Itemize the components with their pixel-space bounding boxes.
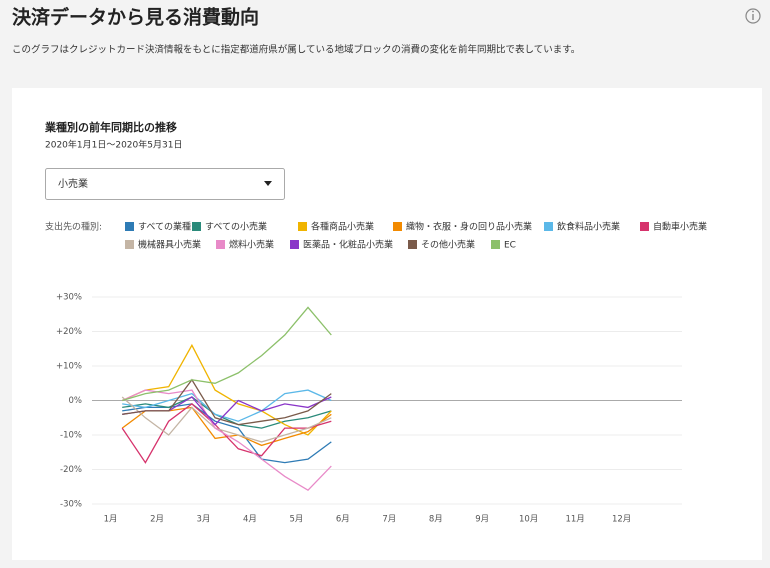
legend-label: 飲食料品小売業 [557, 221, 620, 233]
series-line [122, 389, 332, 422]
legend-swatch [298, 222, 307, 231]
legend-label: 機械器具小売業 [138, 239, 201, 251]
y-tick-label: +20% [56, 327, 82, 337]
legend-swatch [290, 240, 299, 249]
legend-swatch [408, 240, 417, 249]
dropdown-value: 小売業 [58, 177, 88, 190]
legend-label: 織物・衣服・身の回り品小売業 [406, 221, 532, 233]
legend-swatch [125, 222, 134, 231]
y-tick-label: +10% [56, 362, 82, 372]
legend-swatch [491, 240, 500, 249]
series-line [122, 306, 332, 402]
legend-label: 支出先の種別: [45, 221, 102, 233]
series-line [121, 343, 332, 436]
dropdown[interactable]: 小売業 [45, 168, 285, 200]
x-tick-label: 2月 [150, 515, 164, 525]
x-tick-label: 8月 [429, 515, 443, 525]
y-tick-label: -10% [60, 431, 82, 441]
chart-title: 業種別の前年同期比の推移 [44, 120, 177, 134]
series-line [121, 403, 332, 464]
x-tick-label: 10月 [519, 515, 538, 525]
x-tick-label: 6月 [336, 515, 350, 525]
y-tick-label: 0% [69, 396, 83, 406]
x-tick-label: 3月 [197, 515, 211, 525]
series-line [122, 396, 332, 429]
x-tick-label: 4月 [243, 515, 257, 525]
legend-label: 医薬品・化粧品小売業 [303, 239, 393, 251]
legend-label: すべての業種 [138, 221, 191, 233]
legend-swatch [216, 240, 225, 249]
y-tick-label: -20% [60, 465, 82, 475]
x-tick-label: 12月 [612, 515, 631, 525]
legend-label: 自動車小売業 [653, 221, 707, 233]
legend-label: 各種商品小売業 [311, 221, 374, 233]
legend-swatch [640, 222, 649, 231]
legend-swatch [192, 222, 201, 231]
legend-swatch [544, 222, 553, 231]
x-tick-label: 1月 [104, 515, 118, 525]
legend-label: すべての小売業 [205, 221, 267, 233]
legend-swatch [393, 222, 402, 231]
y-tick-label: -30% [60, 500, 82, 510]
legend-label: EC [504, 241, 516, 251]
chart-subtitle: 2020年1月1日～2020年5月31日 [45, 139, 182, 151]
info-icon[interactable] [745, 8, 761, 24]
series-line [121, 396, 332, 443]
legend-swatch [125, 240, 134, 249]
series-line [122, 378, 332, 426]
page-title: 決済データから見る消費動向 [12, 6, 259, 29]
legend-label: 燃料小売業 [229, 239, 274, 251]
page-description: このグラフはクレジットカード決済情報をもとに指定都道府県が属している地域ブロック… [12, 44, 580, 56]
x-tick-label: 5月 [289, 515, 303, 525]
x-tick-label: 11月 [565, 515, 584, 525]
y-tick-label: +30% [56, 293, 82, 303]
x-tick-label: 9月 [475, 515, 489, 525]
legend-label: その他小売業 [421, 239, 475, 251]
series-line [122, 403, 332, 464]
x-tick-label: 7月 [382, 515, 396, 525]
card [12, 88, 762, 560]
